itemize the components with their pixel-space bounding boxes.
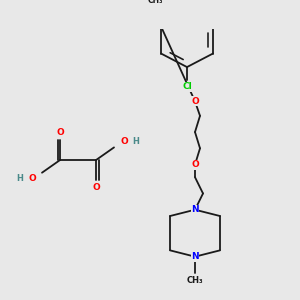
Text: CH₃: CH₃ (147, 0, 163, 5)
Text: O: O (191, 160, 199, 169)
Text: N: N (191, 205, 199, 214)
Text: N: N (191, 252, 199, 261)
Text: CH₃: CH₃ (187, 276, 203, 285)
Text: O: O (28, 174, 36, 183)
Text: O: O (120, 137, 128, 146)
Text: H: H (16, 174, 23, 183)
Text: Cl: Cl (182, 82, 192, 91)
Text: O: O (56, 128, 64, 137)
Text: O: O (92, 183, 100, 192)
Text: H: H (133, 137, 140, 146)
Text: O: O (191, 97, 199, 106)
